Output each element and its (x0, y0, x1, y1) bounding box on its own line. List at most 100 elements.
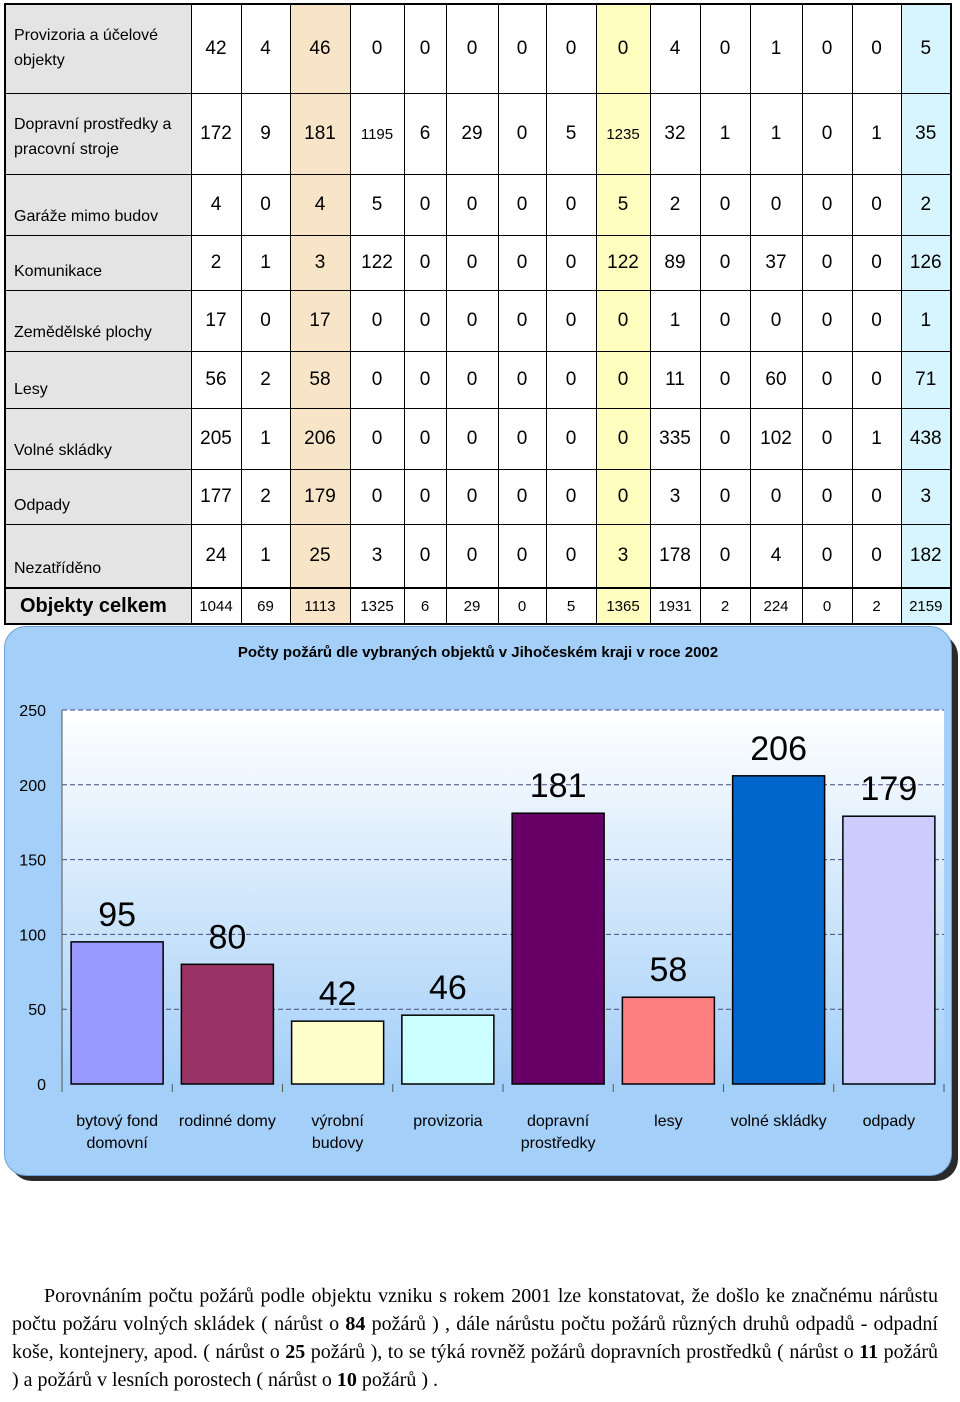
table-row: Dopravní prostředky a pracovní stroje 172… (4, 93, 952, 175)
data-label: 80 (208, 918, 246, 956)
table-cell: 29 (445, 93, 499, 175)
table-cell: 0 (497, 351, 547, 409)
table-cell: 0 (545, 408, 597, 470)
table-cell: 0 (699, 235, 751, 291)
table-cell: 122 (349, 235, 405, 291)
table-cell: 0 (749, 174, 803, 236)
table-cell: 0 (445, 290, 499, 352)
table-row: Lesy 56 2 58 0 0 0 0 0 0 11 0 60 0 0 71 (4, 351, 952, 409)
table-cell: 0 (699, 174, 751, 236)
table-cell: 71 (900, 351, 952, 409)
table-cell: 0 (497, 290, 547, 352)
table-cell: 5 (349, 174, 405, 236)
table-cell: 0 (403, 524, 447, 589)
table-cell: 0 (445, 174, 499, 236)
table-cell: 182 (900, 524, 952, 589)
fire-statistics-table: Provizoria a účelové objekty 42 4 46 0 0 0 0 0 0 4… (4, 3, 952, 625)
row-label: Provizoria a účelové objekty (4, 3, 192, 94)
y-tick-label: 100 (19, 927, 46, 944)
table-row: Zemědělské plochy 17 0 17 0 0 0 0 0 0 1 0 0 0 0 1 (4, 290, 952, 352)
table-cell: 17 (190, 290, 242, 352)
table-cell: 172 (190, 93, 242, 175)
table-cell: 0 (349, 3, 405, 94)
table-cell: 3 (649, 469, 701, 525)
table-cell: 0 (445, 469, 499, 525)
total-cell: 2 (699, 587, 751, 625)
bar (401, 1014, 495, 1085)
increase-value: 84 (345, 1313, 366, 1335)
table-cell: 122 (595, 235, 651, 291)
table-cell: 0 (403, 290, 447, 352)
table-cell: 5 (545, 93, 597, 175)
table-cell: 0 (851, 3, 902, 94)
table-cell: 0 (403, 408, 447, 470)
y-tick-label: 200 (19, 778, 46, 795)
table-cell: 2 (240, 351, 291, 409)
table-cell: 0 (699, 290, 751, 352)
table-cell: 2 (649, 174, 701, 236)
table-cell: 0 (445, 524, 499, 589)
table-cell: 1 (749, 3, 803, 94)
table-cell: 6 (403, 93, 447, 175)
row-label: Odpady (4, 469, 192, 525)
table-cell: 1 (240, 235, 291, 291)
row-label: Dopravní prostředky a pracovní stroje (4, 93, 192, 175)
paragraph-text: požárů ) . (356, 1369, 438, 1391)
table-cell: 0 (801, 408, 853, 470)
table-cell: 0 (595, 290, 651, 352)
table-cell: 0 (545, 524, 597, 589)
table-cell: 0 (545, 235, 597, 291)
table-cell: 0 (497, 174, 547, 236)
table-cell: 181 (289, 93, 351, 175)
table-cell: 0 (699, 351, 751, 409)
table-cell: 42 (190, 3, 242, 94)
table-row: Volné skládky 205 1 206 0 0 0 0 0 0 335 0 102 0 1 438 (4, 408, 952, 470)
table-cell: 0 (801, 174, 853, 236)
y-tick-label: 50 (28, 1002, 46, 1019)
x-category-label: rodinné domy (179, 1113, 276, 1130)
table-cell: 0 (699, 524, 751, 589)
total-cell: 1325 (349, 587, 405, 625)
table-cell: 0 (445, 3, 499, 94)
table-row: Komunikace 2 1 3 122 0 0 0 0 122 89 0 37 0 0 126 (4, 235, 952, 291)
data-label: 95 (98, 896, 136, 934)
table-cell: 0 (851, 351, 902, 409)
table-cell: 37 (749, 235, 803, 291)
table-cell: 0 (595, 3, 651, 94)
table-cell: 9 (240, 93, 291, 175)
table-cell: 0 (595, 469, 651, 525)
table-cell: 0 (699, 408, 751, 470)
y-tick-label: 150 (19, 853, 46, 870)
table-cell: 0 (545, 351, 597, 409)
table-cell: 0 (699, 3, 751, 94)
table-cell: 1 (240, 524, 291, 589)
table-cell: 206 (289, 408, 351, 470)
data-label: 206 (750, 730, 807, 768)
table-cell: 0 (851, 524, 902, 589)
chart-title: Počty požárů dle vybraných objektů v Jih… (238, 644, 718, 661)
x-category-label: odpady (863, 1113, 916, 1130)
bar (290, 1020, 385, 1085)
table-cell: 1235 (595, 93, 651, 175)
paragraph-text: požárů ) a požárů v lesních porostech ( … (12, 1341, 938, 1391)
x-category-label: bytový fond (76, 1113, 158, 1130)
table-cell: 60 (749, 351, 803, 409)
table-cell: 0 (749, 469, 803, 525)
total-cell: 224 (749, 587, 803, 625)
table-cell: 179 (289, 469, 351, 525)
bar (731, 775, 826, 1085)
table-cell: 126 (900, 235, 952, 291)
data-label: 181 (530, 767, 587, 805)
paragraph-text: požárů ), to se týká rovněž požárů dopra… (305, 1341, 860, 1363)
table-cell: 0 (545, 3, 597, 94)
data-label: 179 (861, 770, 918, 808)
table-cell: 0 (497, 3, 547, 94)
table-cell: 1 (749, 93, 803, 175)
table-cell: 0 (699, 469, 751, 525)
table-cell: 0 (445, 408, 499, 470)
x-category-label: domovní (86, 1135, 148, 1152)
row-label: Komunikace (4, 235, 192, 291)
table-cell: 0 (497, 408, 547, 470)
table-cell: 0 (349, 469, 405, 525)
table-row: Nezatříděno 24 1 25 3 0 0 0 0 3 178 0 4 0 0 182 (4, 524, 952, 589)
